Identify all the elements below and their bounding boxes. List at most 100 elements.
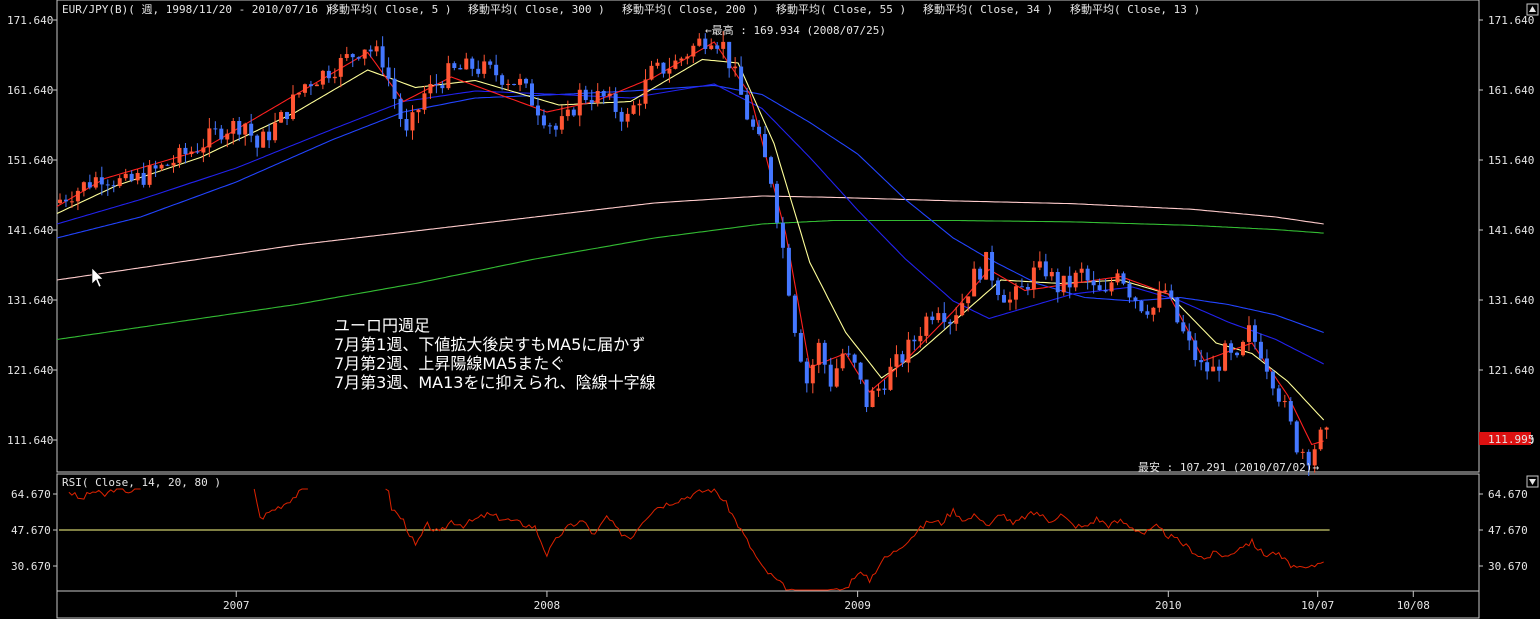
candle — [1181, 315, 1186, 334]
price-tick-label-left: 141.640 — [7, 224, 53, 237]
price-tick-label-left: 121.640 — [7, 364, 53, 377]
candle — [852, 353, 857, 368]
candle — [135, 169, 140, 185]
candle — [63, 194, 68, 208]
candle — [798, 329, 803, 363]
candle — [362, 49, 367, 66]
rsi-tick-label-left: 30.670 — [11, 560, 51, 573]
candle — [972, 261, 977, 297]
candle — [207, 118, 212, 158]
candle — [679, 56, 684, 66]
candle — [1103, 278, 1108, 293]
candle — [936, 307, 941, 323]
candle — [159, 163, 164, 172]
candle — [171, 155, 176, 173]
candle — [1324, 426, 1329, 439]
candle — [553, 123, 558, 137]
rsi-line — [68, 488, 141, 500]
candle — [452, 61, 457, 71]
candle — [524, 77, 529, 88]
rsi-plot — [59, 488, 1330, 591]
candle — [249, 113, 254, 143]
legend-4: 移動平均( Close, 55 ) — [776, 2, 906, 16]
candle — [69, 191, 74, 208]
candle — [822, 340, 827, 374]
candle — [757, 120, 762, 136]
scroll-up-button[interactable] — [1526, 3, 1539, 16]
candle — [153, 160, 158, 178]
note-line-4: 7月第3週、MA13をに抑えられ、陰線十字線 — [334, 373, 656, 392]
candle — [1043, 253, 1048, 280]
candle — [350, 53, 355, 68]
candle — [595, 83, 600, 107]
time-tick-label: 2008 — [534, 599, 561, 612]
candle — [888, 358, 893, 391]
time-tick-label: 10/08 — [1397, 599, 1430, 612]
candle — [661, 62, 666, 78]
candle — [482, 54, 487, 79]
candle — [1097, 278, 1102, 291]
candle — [512, 83, 517, 86]
candle — [1294, 420, 1299, 455]
commentary-note: ユーロ円週足 7月第1週、下値拡大後戻すもMA5に届かず 7月第2週、上昇陽線M… — [334, 316, 656, 392]
candle — [583, 85, 588, 104]
scroll-down-button[interactable] — [1526, 475, 1539, 488]
high-annotation: ←最高 : 169.934 (2008/07/25) — [705, 23, 886, 37]
candle — [559, 105, 564, 134]
candle — [165, 163, 170, 167]
candle — [828, 357, 833, 392]
candle — [111, 180, 116, 193]
candle — [356, 56, 361, 61]
candle — [1318, 427, 1323, 451]
candle — [535, 97, 540, 125]
candle — [1235, 351, 1240, 358]
candle — [320, 69, 325, 90]
candle — [619, 107, 624, 131]
mouse-cursor-icon — [91, 267, 104, 288]
candle — [105, 179, 110, 196]
candle — [177, 144, 182, 168]
candle — [398, 93, 403, 127]
candle — [529, 79, 534, 106]
candle — [506, 79, 511, 91]
candle — [231, 118, 236, 145]
candle — [637, 99, 642, 116]
candle — [380, 36, 385, 75]
candle — [1199, 349, 1204, 371]
candle — [1121, 271, 1126, 286]
time-axis-frame — [56, 590, 1480, 619]
triangle-up-icon — [1529, 6, 1536, 12]
candle — [1037, 251, 1042, 271]
candle — [1300, 448, 1305, 460]
candle — [326, 65, 331, 83]
candle — [1223, 340, 1228, 372]
candle — [960, 293, 965, 317]
legend-1: 移動平均( Close, 5 ) — [328, 2, 451, 16]
candle — [225, 129, 230, 148]
ma-line-5 — [56, 195, 1324, 281]
candle — [858, 361, 863, 385]
main-plot — [56, 31, 1329, 476]
triangle-down-icon — [1529, 479, 1536, 485]
candle — [1025, 283, 1030, 296]
candle — [141, 162, 146, 188]
candle — [1133, 296, 1138, 309]
time-tick-label: 2007 — [223, 599, 250, 612]
candle — [691, 43, 696, 64]
rsi-tick-label-left: 64.670 — [11, 488, 51, 501]
candle — [1145, 304, 1150, 319]
candle — [285, 111, 290, 126]
candle — [368, 45, 373, 58]
candle — [81, 181, 86, 197]
candle — [213, 121, 218, 135]
candle — [386, 57, 391, 87]
rsi-title: RSI( Close, 14, 20, 80 ) — [62, 476, 221, 489]
candle — [1019, 278, 1024, 288]
candle — [966, 296, 971, 312]
legend-3: 移動平均( Close, 200 ) — [622, 2, 759, 16]
candle — [296, 92, 301, 98]
candle — [565, 100, 570, 121]
rsi-tick-label-left: 47.670 — [11, 524, 51, 537]
candle — [1067, 266, 1072, 299]
